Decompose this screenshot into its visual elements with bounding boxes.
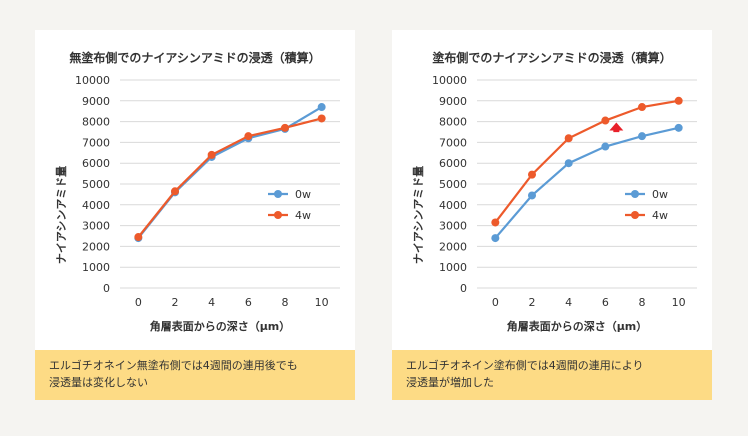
annotation-group (609, 122, 624, 133)
data-point-4w (491, 218, 500, 227)
data-point-4w (134, 233, 143, 242)
legend-marker-0w (631, 190, 639, 198)
data-point-0w (638, 132, 646, 141)
chart-treated: 塗布側でのナイアシンアミドの浸透（積算） 0 1000 2000 3000 4000 50… (412, 50, 697, 333)
legend-label-4w: 4w (652, 209, 668, 222)
data-point-4w (638, 103, 646, 112)
y-tick-label: 4000 (82, 199, 110, 212)
data-point-4w (528, 170, 536, 179)
chart-title: 無塗布側でのナイアシンアミドの浸透（積算） (69, 50, 320, 65)
data-point-4w (207, 150, 216, 159)
data-point-0w (317, 103, 326, 112)
x-tick-label: 4 (208, 296, 215, 309)
chart-panel-untreated: 無塗布側でのナイアシンアミドの浸透（積算） 0 1000 2000 3000 4000 5… (35, 30, 355, 400)
y-tick-label: 4000 (439, 199, 467, 212)
data-point-4w (244, 132, 253, 141)
x-tick-label: 10 (315, 296, 329, 309)
gridlines (120, 79, 340, 289)
caption-untreated: エルゴチオネイン無塗布側では4週間の連用後でも 浸透量は変化しない (35, 350, 355, 400)
x-tick-label: 0 (492, 296, 499, 309)
y-tick-label: 3000 (439, 220, 467, 233)
x-tick-label: 8 (282, 296, 289, 309)
x-tick-label: 0 (135, 296, 142, 309)
y-tick-label: 5000 (82, 178, 110, 191)
legend: 0w 4w (625, 188, 668, 222)
y-tick-label: 6000 (439, 157, 467, 170)
legend-label-0w: 0w (295, 188, 311, 201)
series-line-4w (137, 117, 322, 238)
legend-marker-4w (274, 211, 282, 219)
y-axis-label: ナイアシンアミド量 (412, 166, 425, 264)
data-point-0w (491, 234, 500, 243)
y-tick-label: 0 (103, 282, 110, 295)
y-tick-label: 10000 (432, 74, 467, 87)
gridlines (477, 79, 697, 289)
data-point-4w (171, 187, 179, 196)
y-tick-label: 9000 (82, 95, 110, 108)
chart-panel-treated: 塗布側でのナイアシンアミドの浸透（積算） 0 1000 2000 3000 4000 50… (392, 30, 712, 400)
y-tick-label: 8000 (82, 116, 110, 129)
legend: 0w 4w (268, 188, 311, 222)
y-tick-labels: 0 1000 2000 3000 4000 5000 6000 7000 8000 9000 100… (432, 74, 467, 295)
y-tick-label: 7000 (439, 136, 467, 149)
x-tick-label: 8 (639, 296, 646, 309)
series-group (134, 103, 326, 243)
y-tick-label: 2000 (82, 240, 110, 253)
data-point-4w (317, 114, 326, 123)
y-tick-label: 1000 (439, 261, 467, 274)
chart-untreated: 無塗布側でのナイアシンアミドの浸透（積算） 0 1000 2000 3000 4000 5… (55, 50, 340, 333)
y-tick-label: 2000 (439, 240, 467, 253)
legend-marker-0w (274, 190, 282, 198)
legend-label-4w: 4w (295, 209, 311, 222)
y-tick-label: 1000 (82, 261, 110, 274)
legend-marker-4w (631, 211, 639, 219)
y-tick-label: 6000 (82, 157, 110, 170)
series-line-0w (494, 126, 679, 239)
x-tick-label: 6 (602, 296, 609, 309)
y-tick-label: 8000 (439, 116, 467, 129)
data-point-4w (601, 116, 610, 125)
data-point-0w (564, 159, 573, 168)
x-axis-label: 角層表面からの深さ（μm） (150, 319, 291, 333)
data-point-4w (281, 123, 289, 132)
y-tick-label: 9000 (439, 95, 467, 108)
y-tick-label: 7000 (82, 136, 110, 149)
increase-arrow-icon (609, 122, 624, 133)
y-tick-label: 5000 (439, 178, 467, 191)
data-point-0w (674, 123, 683, 132)
x-tick-labels: 0 2 4 6 8 10 (135, 296, 329, 309)
y-tick-label: 10000 (75, 74, 110, 87)
x-tick-labels: 0 2 4 6 8 10 (492, 296, 686, 309)
y-tick-label: 0 (460, 282, 467, 295)
x-tick-label: 6 (245, 296, 252, 309)
data-point-4w (674, 96, 683, 105)
x-tick-label: 4 (565, 296, 572, 309)
data-point-0w (528, 191, 536, 200)
series-line-4w (494, 99, 679, 224)
y-tick-label: 3000 (82, 220, 110, 233)
data-point-4w (564, 134, 573, 143)
legend-label-0w: 0w (652, 188, 668, 201)
x-tick-label: 10 (672, 296, 686, 309)
series-group (491, 96, 683, 243)
caption-treated: エルゴチオネイン塗布側では4週間の連用により 浸透量が増加した (392, 350, 712, 400)
x-axis-label: 角層表面からの深さ（μm） (507, 319, 648, 333)
chart-title: 塗布側でのナイアシンアミドの浸透（積算） (432, 50, 671, 65)
x-tick-label: 2 (529, 296, 536, 309)
y-tick-labels: 0 1000 2000 3000 4000 5000 6000 7000 8000 9000 100… (75, 74, 110, 295)
data-point-0w (601, 142, 610, 151)
y-axis-label: ナイアシンアミド量 (55, 166, 68, 264)
x-tick-label: 2 (172, 296, 179, 309)
